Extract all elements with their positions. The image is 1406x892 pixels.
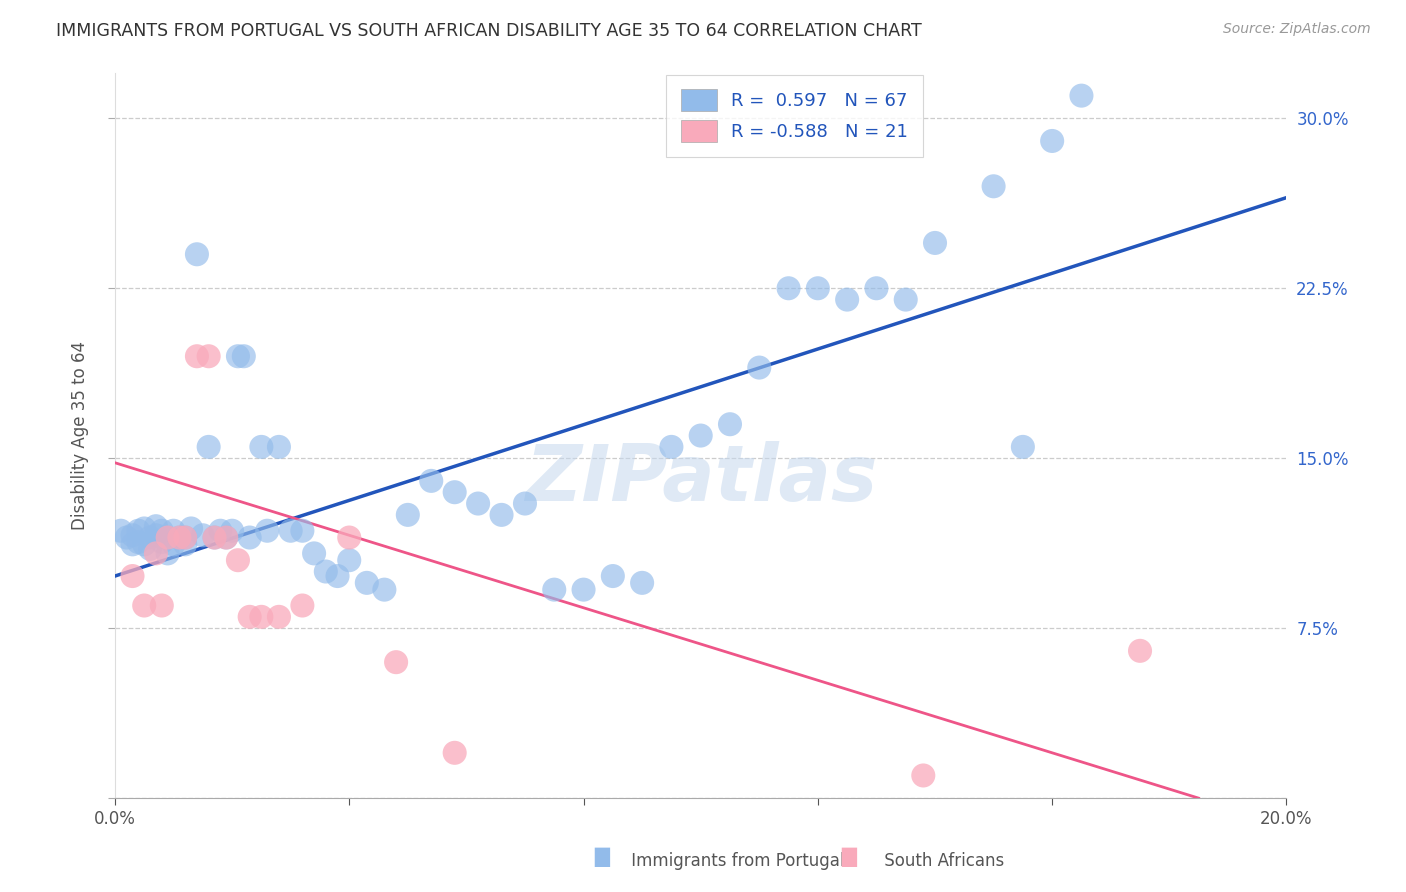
Point [513,497,536,511]
Point [291,524,314,538]
Point [467,497,489,511]
Point [280,524,302,538]
Point [1040,134,1063,148]
Point [337,553,360,567]
Point [631,575,654,590]
Point [689,428,711,442]
Point [186,349,208,363]
Point [865,281,887,295]
Text: █: █ [841,847,856,867]
Point [239,610,262,624]
Point [718,417,741,432]
Point [894,293,917,307]
Point [145,546,167,560]
Point [174,537,197,551]
Point [186,247,208,261]
Point [110,524,132,538]
Point [807,281,830,295]
Point [326,569,349,583]
Point [1129,644,1152,658]
Point [778,281,800,295]
Point [602,569,624,583]
Point [543,582,565,597]
Point [127,524,149,538]
Point [156,531,179,545]
Text: █: █ [595,847,610,867]
Point [226,553,249,567]
Text: ZIPatlas: ZIPatlas [524,441,877,517]
Point [197,349,219,363]
Point [215,531,238,545]
Point [174,531,197,545]
Point [396,508,419,522]
Point [373,582,395,597]
Text: Immigrants from Portugal: Immigrants from Portugal [605,852,844,870]
Point [256,524,278,538]
Point [572,582,595,597]
Point [127,535,149,549]
Point [221,524,243,538]
Point [356,575,378,590]
Point [150,524,173,538]
Point [491,508,513,522]
Y-axis label: Disability Age 35 to 64: Disability Age 35 to 64 [72,341,89,530]
Point [156,531,179,545]
Point [180,521,202,535]
Point [145,519,167,533]
Point [134,521,156,535]
Point [169,531,191,545]
Point [209,524,232,538]
Text: South Africans: South Africans [858,852,1004,870]
Point [115,531,138,545]
Point [226,349,249,363]
Point [661,440,683,454]
Point [139,541,162,556]
Point [232,349,254,363]
Point [156,546,179,560]
Point [121,537,143,551]
Point [924,235,946,250]
Point [174,531,197,545]
Point [150,535,173,549]
Point [912,768,935,782]
Point [315,565,337,579]
Point [239,531,262,545]
Point [837,293,859,307]
Point [169,531,191,545]
Point [191,528,214,542]
Point [385,655,408,669]
Point [204,531,226,545]
Point [748,360,770,375]
Point [197,440,219,454]
Point [204,531,226,545]
Point [162,537,184,551]
Point [1070,88,1092,103]
Point [1012,440,1035,454]
Point [150,599,173,613]
Point [302,546,325,560]
Point [443,746,465,760]
Point [337,531,360,545]
Text: Source: ZipAtlas.com: Source: ZipAtlas.com [1223,22,1371,37]
Point [250,440,273,454]
Text: IMMIGRANTS FROM PORTUGAL VS SOUTH AFRICAN DISABILITY AGE 35 TO 64 CORRELATION CH: IMMIGRANTS FROM PORTUGAL VS SOUTH AFRICA… [56,22,922,40]
Point [121,569,143,583]
Point [145,528,167,542]
Point [983,179,1005,194]
Point [291,599,314,613]
Point [250,610,273,624]
Point [267,610,290,624]
Point [267,440,290,454]
Point [121,528,143,542]
Point [134,537,156,551]
Point [134,599,156,613]
Point [215,531,238,545]
Point [443,485,465,500]
Point [162,524,184,538]
Legend: R =  0.597   N = 67, R = -0.588   N = 21: R = 0.597 N = 67, R = -0.588 N = 21 [666,75,922,157]
Point [420,474,443,488]
Point [139,531,162,545]
